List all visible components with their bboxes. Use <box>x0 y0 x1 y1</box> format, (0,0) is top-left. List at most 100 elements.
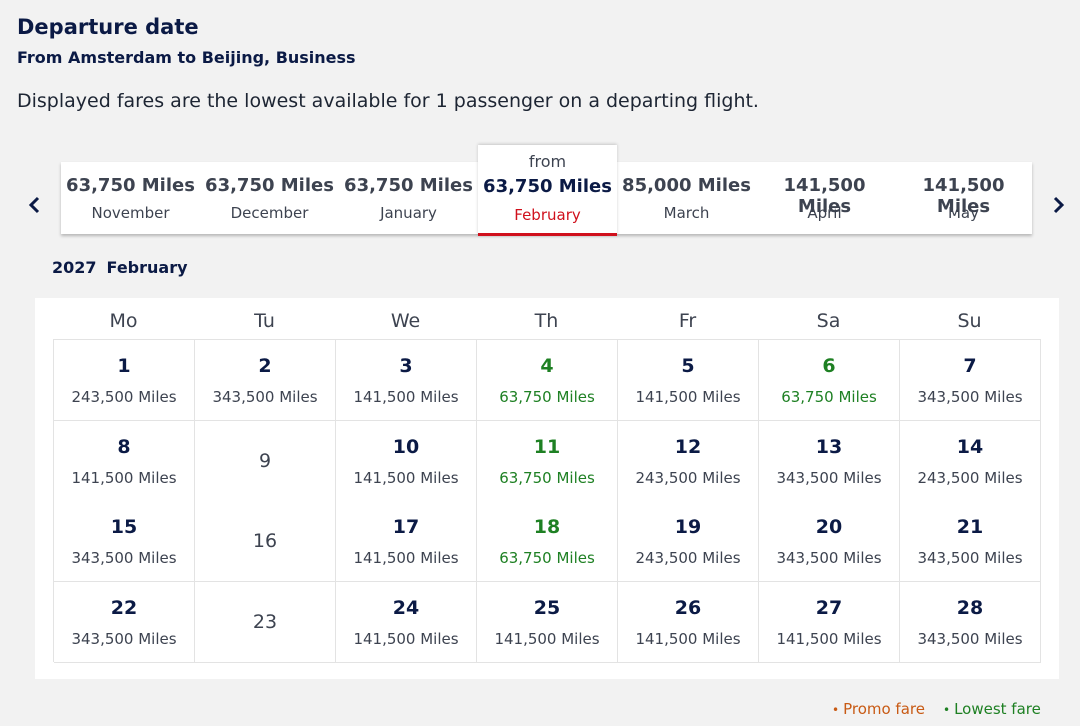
month-name: January <box>380 204 437 222</box>
weekday-label: Tu <box>254 310 275 332</box>
day-number: 3 <box>399 355 413 377</box>
day-cell[interactable]: 11 63,750 Miles <box>477 420 618 502</box>
day-cell[interactable]: 7 343,500 Miles <box>900 340 1041 421</box>
month-miles: 63,750 Miles <box>483 176 612 197</box>
day-cell[interactable]: 8 141,500 Miles <box>54 420 195 502</box>
day-price: 141,500 Miles <box>635 388 741 406</box>
day-cell[interactable]: 14 243,500 Miles <box>900 420 1041 502</box>
month-tab-april[interactable]: 141,500 Miles April <box>755 162 894 234</box>
day-cell[interactable]: 5 141,500 Miles <box>618 340 759 421</box>
next-month-button[interactable] <box>1046 191 1070 219</box>
day-cell[interactable]: 3 141,500 Miles <box>336 340 477 421</box>
day-cell[interactable]: 10 141,500 Miles <box>336 420 477 502</box>
day-number: 8 <box>117 435 131 458</box>
day-price: 243,500 Miles <box>71 388 177 406</box>
day-cell[interactable]: 9 <box>195 420 336 502</box>
day-number: 12 <box>674 435 702 458</box>
month-name: February <box>514 206 581 224</box>
day-cell[interactable]: 18 63,750 Miles <box>477 501 618 582</box>
day-number: 2 <box>258 355 272 377</box>
day-price: 343,500 Miles <box>917 549 1023 567</box>
month-name: March <box>663 204 710 222</box>
day-cell[interactable]: 25 141,500 Miles <box>477 581 618 663</box>
day-number: 14 <box>956 435 984 458</box>
day-price: 141,500 Miles <box>353 388 459 406</box>
day-number: 15 <box>110 516 138 538</box>
day-price: 343,500 Miles <box>776 549 882 567</box>
day-number: 17 <box>392 516 420 538</box>
day-cell[interactable]: 4 63,750 Miles <box>477 340 618 421</box>
day-cell[interactable]: 23 <box>195 581 336 663</box>
previous-month-button[interactable] <box>23 191 47 219</box>
day-grid: 1 243,500 Miles 2 343,500 Miles 3 141,500 Mil… <box>53 339 1041 663</box>
day-price: 63,750 Miles <box>499 388 595 406</box>
day-price: 141,500 Miles <box>71 468 177 487</box>
day-number: 9 <box>258 449 272 472</box>
month-tab-december[interactable]: 63,750 Miles December <box>200 162 339 234</box>
day-price: 343,500 Miles <box>71 549 177 567</box>
day-price: 141,500 Miles <box>353 468 459 487</box>
month-tab-january[interactable]: 63,750 Miles January <box>339 162 478 234</box>
day-price: 141,500 Miles <box>635 629 741 648</box>
day-number: 19 <box>674 516 702 538</box>
day-number: 21 <box>956 516 984 538</box>
month-tab-february[interactable]: from 63,750 Miles February <box>478 145 617 236</box>
month-tab-march[interactable]: 85,000 Miles March <box>617 162 756 234</box>
day-cell[interactable]: 19 243,500 Miles <box>618 501 759 582</box>
calendar-heading: 2027 February <box>52 258 188 277</box>
day-price: 343,500 Miles <box>917 629 1023 648</box>
day-cell[interactable]: 16 <box>195 501 336 582</box>
day-number: 18 <box>533 516 561 538</box>
month-tab-may[interactable]: 141,500 Miles May <box>894 162 1033 234</box>
day-number: 16 <box>252 530 278 552</box>
day-number: 10 <box>392 435 420 458</box>
calendar-year: 2027 <box>52 258 97 277</box>
day-price: 141,500 Miles <box>353 629 459 648</box>
day-cell[interactable]: 1 243,500 Miles <box>54 340 195 421</box>
day-number: 1 <box>117 355 131 377</box>
day-cell[interactable]: 15 343,500 Miles <box>54 501 195 582</box>
day-number: 26 <box>674 596 702 619</box>
month-selector: 63,750 Miles November 63,750 Miles Decem… <box>61 145 1033 236</box>
day-price: 343,500 Miles <box>776 468 882 487</box>
month-miles: 141,500 Miles <box>783 175 866 217</box>
day-number: 20 <box>815 516 843 538</box>
day-cell[interactable]: 17 141,500 Miles <box>336 501 477 582</box>
day-cell[interactable]: 26 141,500 Miles <box>618 581 759 663</box>
day-number: 7 <box>963 355 977 377</box>
chevron-left-icon <box>28 196 40 214</box>
day-cell[interactable]: 22 343,500 Miles <box>54 581 195 663</box>
day-cell[interactable]: 13 343,500 Miles <box>759 420 900 502</box>
day-price: 63,750 Miles <box>499 549 595 567</box>
day-price: 141,500 Miles <box>353 549 459 567</box>
fare-note: Displayed fares are the lowest available… <box>17 90 759 112</box>
month-tab-november[interactable]: 63,750 Miles November <box>61 162 200 234</box>
day-number: 4 <box>540 355 554 377</box>
day-price: 243,500 Miles <box>635 549 741 567</box>
day-cell[interactable]: 28 343,500 Miles <box>900 581 1041 663</box>
day-number: 25 <box>533 596 561 619</box>
legend-dot: • <box>832 703 840 717</box>
month-name: December <box>230 204 309 222</box>
weekday-label: Th <box>534 310 559 332</box>
day-cell[interactable]: 27 141,500 Miles <box>759 581 900 663</box>
day-cell[interactable]: 21 343,500 Miles <box>900 501 1041 582</box>
day-price: 343,500 Miles <box>917 388 1023 406</box>
day-price: 343,500 Miles <box>71 629 177 648</box>
legend-lowest-label: Lowest fare <box>954 700 1041 718</box>
weekday-label: Fr <box>678 310 697 332</box>
day-number: 28 <box>956 596 984 619</box>
day-price: 243,500 Miles <box>635 468 741 487</box>
day-cell[interactable]: 12 243,500 Miles <box>618 420 759 502</box>
day-cell[interactable]: 20 343,500 Miles <box>759 501 900 582</box>
day-cell[interactable]: 24 141,500 Miles <box>336 581 477 663</box>
day-cell[interactable]: 6 63,750 Miles <box>759 340 900 421</box>
month-name: November <box>91 204 170 222</box>
day-cell[interactable]: 2 343,500 Miles <box>195 340 336 421</box>
route-subtitle: From Amsterdam to Beijing, Business <box>17 48 356 67</box>
weekday-label: Sa <box>816 310 841 332</box>
day-number: 22 <box>110 596 138 619</box>
day-price: 63,750 Miles <box>499 468 595 487</box>
month-miles: 63,750 Miles <box>205 175 334 196</box>
legend-dot: • <box>943 703 951 717</box>
